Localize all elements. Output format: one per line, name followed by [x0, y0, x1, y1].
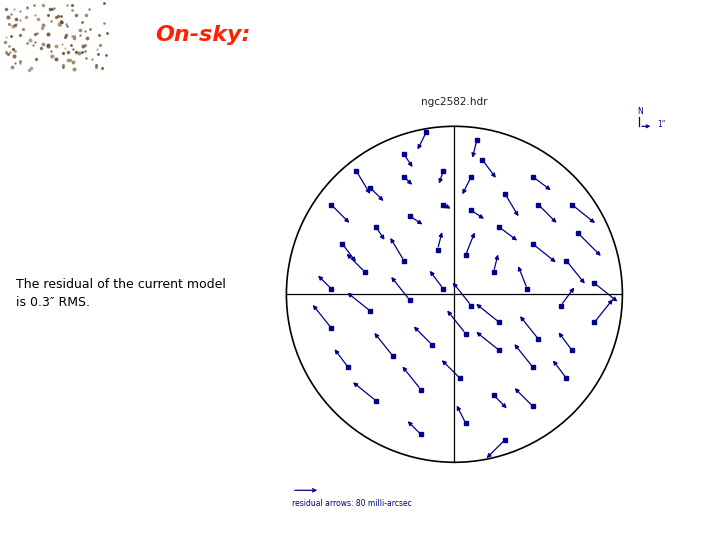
Text: distortion pattern measurements: distortion pattern measurements [256, 25, 690, 45]
Text: residual arrows: 80 milli-arcsec: residual arrows: 80 milli-arcsec [292, 499, 412, 508]
Text: ngc2582.hdr: ngc2582.hdr [421, 97, 487, 107]
Text: On-sky:: On-sky: [155, 25, 250, 45]
Text: N: N [638, 107, 644, 116]
Text: 1": 1" [657, 120, 666, 130]
Text: The residual of the current model
is 0.3″ RMS.: The residual of the current model is 0.3… [16, 278, 225, 309]
